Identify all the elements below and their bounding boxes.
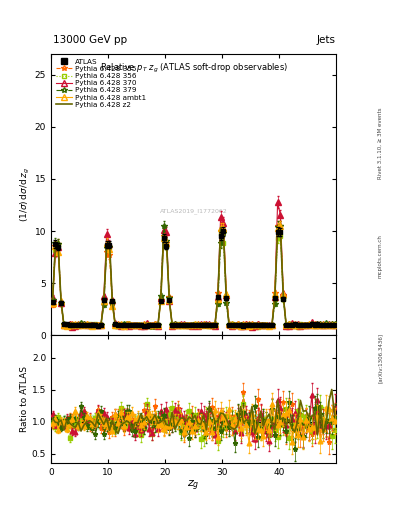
Text: [arXiv:1306.3436]: [arXiv:1306.3436] xyxy=(378,333,383,383)
Legend: ATLAS, Pythia 6.428 355, Pythia 6.428 356, Pythia 6.428 370, Pythia 6.428 379, P: ATLAS, Pythia 6.428 355, Pythia 6.428 35… xyxy=(55,57,147,109)
Y-axis label: $(1/\sigma)\,\mathrm{d}\sigma/\mathrm{d}\,z_g$: $(1/\sigma)\,\mathrm{d}\sigma/\mathrm{d}… xyxy=(19,167,32,222)
Text: ATLAS2019_I1772062: ATLAS2019_I1772062 xyxy=(160,208,228,215)
Text: Jets: Jets xyxy=(317,35,336,45)
X-axis label: $z_g$: $z_g$ xyxy=(187,479,200,493)
Text: mcplots.cern.ch: mcplots.cern.ch xyxy=(378,234,383,278)
Text: 13000 GeV pp: 13000 GeV pp xyxy=(53,35,127,45)
Y-axis label: Ratio to ATLAS: Ratio to ATLAS xyxy=(20,367,29,432)
Text: Relative $p_T$ $z_g$ (ATLAS soft-drop observables): Relative $p_T$ $z_g$ (ATLAS soft-drop ob… xyxy=(99,62,288,75)
Text: Rivet 3.1.10, ≥ 3M events: Rivet 3.1.10, ≥ 3M events xyxy=(378,108,383,179)
